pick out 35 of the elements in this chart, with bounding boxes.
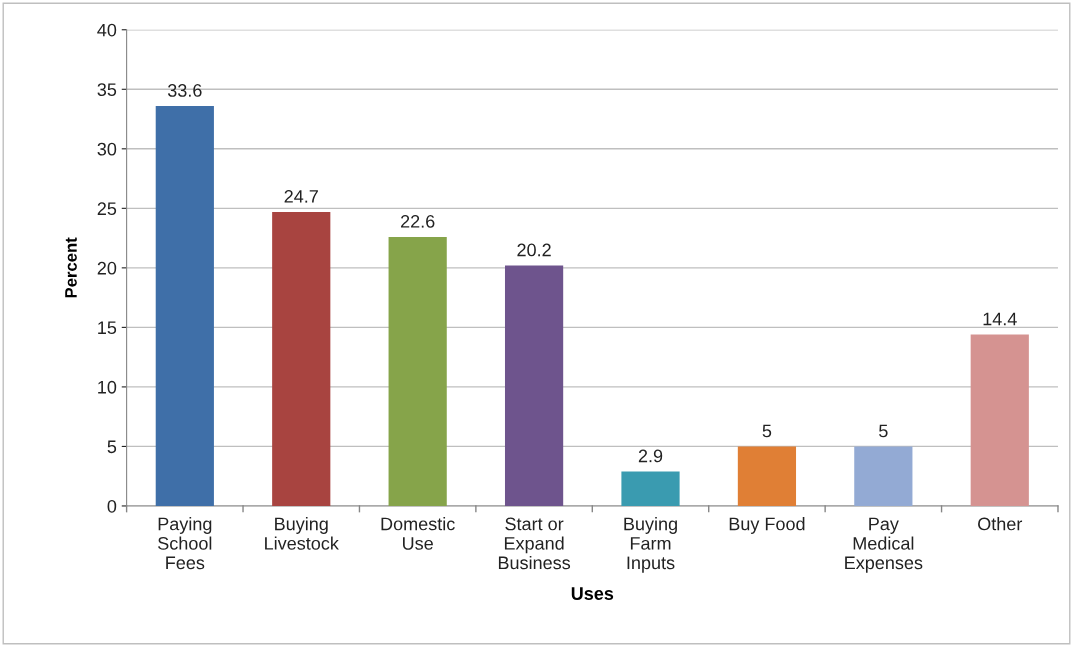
y-tick-label: 20: [97, 261, 117, 275]
data-label: 33.6: [167, 84, 202, 97]
bar: [621, 471, 680, 506]
y-tick-label: 30: [97, 142, 117, 156]
data-label: 20.2: [517, 243, 551, 257]
bar: [970, 334, 1029, 506]
y-tick-label: 35: [97, 83, 117, 97]
bar: [155, 105, 214, 506]
x-axis-title: Uses: [571, 587, 614, 600]
bar: [854, 446, 913, 506]
y-tick-label: 0: [107, 499, 117, 513]
x-tick-label: Buying Livestock: [265, 517, 339, 550]
bar: [504, 265, 564, 506]
data-label: 5: [879, 424, 888, 438]
data-label: 14.4: [983, 312, 1017, 326]
x-tick-label: Domestic Use: [381, 517, 455, 550]
data-label: 22.6: [401, 215, 435, 228]
x-tick-label: Paying School Fees: [158, 517, 212, 570]
data-label: 24.7: [284, 190, 318, 203]
y-tick-label: 5: [107, 440, 117, 454]
x-tick-label: Buying Farm Inputs: [624, 517, 677, 573]
bar: [272, 211, 331, 506]
bar: [737, 446, 797, 506]
x-tick-label: Other: [978, 517, 1023, 531]
x-tick-label: Buy Food: [729, 517, 805, 534]
data-label: 2.9: [638, 449, 663, 463]
bar: [388, 236, 447, 506]
y-tick-label: 25: [97, 202, 117, 216]
y-axis-title: Percent: [65, 237, 77, 298]
y-tick-label: 40: [97, 23, 117, 37]
x-tick-label: Start or Expand Business: [498, 517, 571, 570]
y-tick-label: 10: [98, 380, 117, 394]
y-tick-label: 15: [98, 321, 117, 335]
data-label: 5: [762, 424, 772, 438]
x-tick-label: Pay Medical Expenses: [845, 517, 923, 573]
